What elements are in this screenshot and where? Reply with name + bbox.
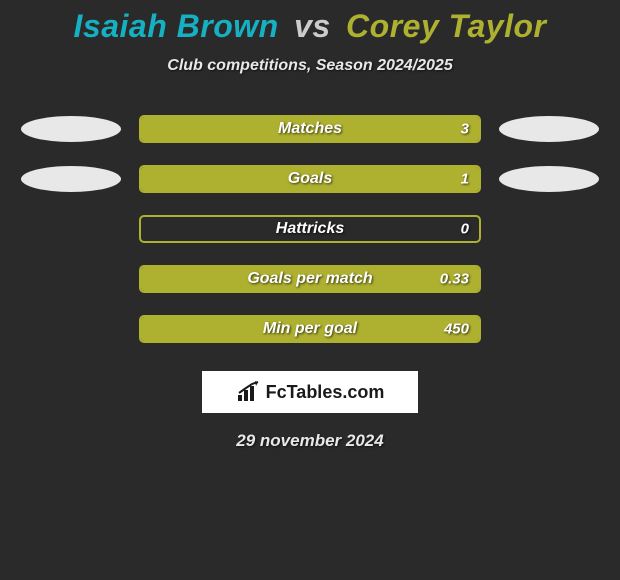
stat-bar: Min per goal 450 — [139, 315, 481, 343]
stat-row: Goals per match 0.33 — [0, 265, 620, 293]
right-ellipse — [499, 166, 599, 192]
stat-bar: Matches 3 — [139, 115, 481, 143]
player1-name: Isaiah Brown — [74, 8, 279, 44]
stat-label: Goals — [288, 170, 332, 188]
stat-label: Matches — [278, 120, 342, 138]
chart-icon — [236, 381, 262, 403]
stat-value: 0.33 — [440, 271, 469, 288]
right-ellipse — [499, 116, 599, 142]
logo-box: FcTables.com — [202, 371, 418, 413]
stat-row: Goals 1 — [0, 165, 620, 193]
stat-label: Goals per match — [247, 270, 372, 288]
stat-value: 0 — [461, 221, 469, 238]
date: 29 november 2024 — [0, 431, 620, 451]
stat-rows: Matches 3 Goals 1 Hattricks 0 Goals per match 0… — [0, 115, 620, 343]
stat-row: Min per goal 450 — [0, 315, 620, 343]
stat-value: 3 — [461, 121, 469, 138]
stat-bar: Hattricks 0 — [139, 215, 481, 243]
left-ellipse — [21, 166, 121, 192]
vs-label: vs — [294, 8, 331, 44]
stat-bar: Goals per match 0.33 — [139, 265, 481, 293]
stat-value: 450 — [444, 321, 469, 338]
logo-text: FcTables.com — [266, 382, 385, 403]
stat-label: Min per goal — [263, 320, 357, 338]
title: Isaiah Brown vs Corey Taylor — [0, 8, 620, 45]
player2-name: Corey Taylor — [346, 8, 546, 44]
stat-value: 1 — [461, 171, 469, 188]
infographic-container: Isaiah Brown vs Corey Taylor Club compet… — [0, 0, 620, 451]
stat-row: Matches 3 — [0, 115, 620, 143]
subtitle: Club competitions, Season 2024/2025 — [0, 57, 620, 75]
stat-label: Hattricks — [276, 220, 344, 238]
logo: FcTables.com — [236, 381, 385, 403]
stat-bar: Goals 1 — [139, 165, 481, 193]
stat-row: Hattricks 0 — [0, 215, 620, 243]
left-ellipse — [21, 116, 121, 142]
